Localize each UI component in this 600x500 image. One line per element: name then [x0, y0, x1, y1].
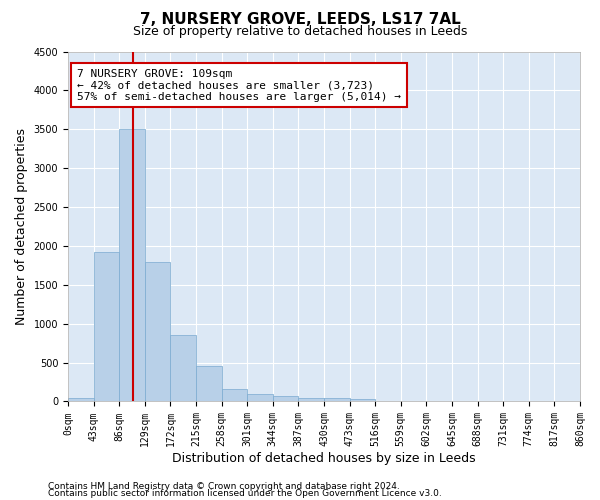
Bar: [273, 396, 298, 402]
Bar: [298, 398, 324, 402]
Bar: [145, 262, 170, 402]
Bar: [94, 252, 119, 402]
Text: 7 NURSERY GROVE: 109sqm
← 42% of detached houses are smaller (3,723)
57% of semi: 7 NURSERY GROVE: 109sqm ← 42% of detache…: [77, 68, 401, 102]
Text: Contains HM Land Registry data © Crown copyright and database right 2024.: Contains HM Land Registry data © Crown c…: [48, 482, 400, 491]
Bar: [324, 398, 350, 402]
X-axis label: Distribution of detached houses by size in Leeds: Distribution of detached houses by size …: [172, 452, 476, 465]
Text: Contains public sector information licensed under the Open Government Licence v3: Contains public sector information licen…: [48, 489, 442, 498]
Bar: [247, 394, 273, 402]
Bar: [350, 399, 375, 402]
Text: Size of property relative to detached houses in Leeds: Size of property relative to detached ho…: [133, 25, 467, 38]
Bar: [221, 389, 247, 402]
Text: 7, NURSERY GROVE, LEEDS, LS17 7AL: 7, NURSERY GROVE, LEEDS, LS17 7AL: [140, 12, 460, 28]
Bar: [170, 336, 196, 402]
Bar: [196, 366, 221, 402]
Bar: [68, 398, 94, 402]
Y-axis label: Number of detached properties: Number of detached properties: [15, 128, 28, 325]
Bar: [119, 130, 145, 402]
